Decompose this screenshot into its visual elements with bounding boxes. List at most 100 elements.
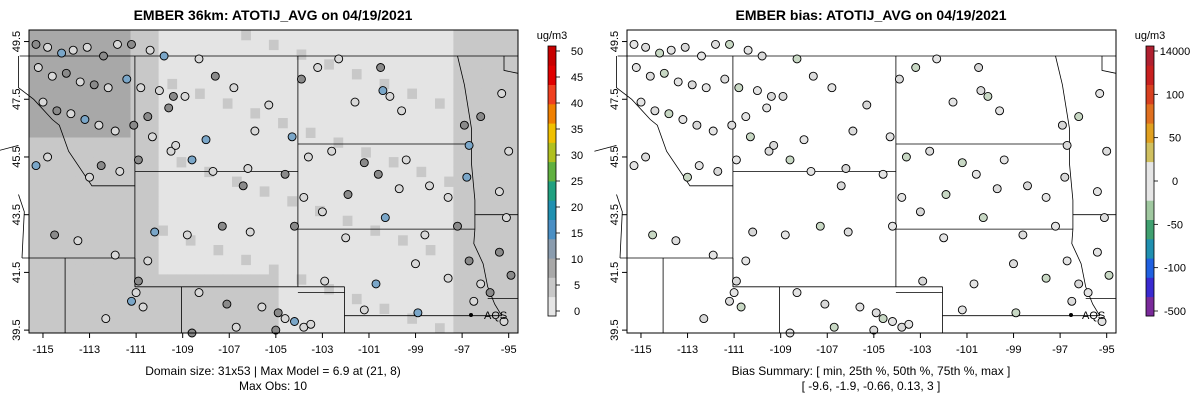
model-grid-cell	[65, 157, 76, 168]
right-lon-tick-label: -97	[1052, 344, 1068, 356]
model-grid-cell	[241, 30, 251, 41]
obs-point	[73, 236, 83, 246]
right-colorbar-segment	[1146, 296, 1154, 317]
model-grid-cell	[93, 39, 104, 51]
model-grid-cell	[204, 323, 214, 334]
left-lat-tick-label: 43.5	[11, 204, 23, 225]
model-grid-cell	[75, 284, 85, 295]
bias-point	[1057, 120, 1067, 130]
bias-point	[939, 233, 949, 243]
bias-point	[666, 45, 676, 55]
model-grid-cell	[499, 225, 510, 236]
model-grid-cell	[38, 118, 48, 129]
right-map-frame	[626, 29, 1117, 334]
left-lon-tick-label: -107	[218, 344, 240, 356]
model-grid-cell	[93, 274, 104, 285]
model-grid-cell	[139, 176, 150, 187]
obs-point	[443, 273, 453, 283]
model-grid-cell	[102, 118, 113, 129]
model-grid-cell	[158, 323, 168, 334]
model-grid-cell	[490, 205, 500, 217]
model-grid-cell	[241, 293, 251, 305]
model-grid-cell	[462, 157, 473, 168]
model-grid-cell	[121, 323, 131, 334]
model-grid-cell	[490, 137, 500, 148]
model-grid-cell	[38, 284, 48, 295]
model-grid-cell	[47, 284, 58, 295]
model-grid-cell	[56, 225, 67, 236]
model-grid-cell	[56, 264, 67, 275]
model-grid-cell	[65, 98, 76, 109]
model-grid-cell	[204, 303, 214, 314]
model-grid-cell	[508, 303, 519, 314]
model-grid-cell	[167, 293, 178, 305]
obs-point	[147, 132, 157, 142]
model-grid-cell	[130, 59, 141, 70]
obs-point	[75, 77, 85, 87]
obs-point	[99, 51, 108, 61]
model-grid-cell	[75, 157, 85, 168]
model-grid-cell	[47, 186, 58, 197]
obs-point	[469, 296, 479, 306]
model-grid-cell	[93, 147, 104, 158]
model-grid-cell	[241, 284, 251, 295]
model-grid-cell	[56, 235, 67, 246]
model-grid-cell	[508, 205, 519, 217]
model-grid-cell	[93, 49, 104, 60]
bias-point	[766, 91, 776, 101]
model-grid-cell	[102, 166, 113, 178]
obs-point	[290, 221, 299, 231]
model-grid-cell	[425, 245, 436, 256]
model-grid-cell	[508, 235, 519, 246]
bias-point	[655, 48, 665, 58]
model-grid-cell	[499, 137, 510, 148]
model-grid-cell	[508, 176, 519, 187]
model-grid-cell	[499, 186, 510, 197]
bias-point	[1018, 230, 1028, 240]
model-grid-cell	[379, 303, 390, 314]
model-grid-cell	[481, 78, 491, 90]
model-grid-cell	[462, 215, 473, 226]
model-grid-cell	[222, 293, 233, 305]
model-grid-cell	[481, 88, 491, 99]
model-grid-cell	[453, 293, 464, 305]
bias-point	[725, 39, 734, 49]
right-colorbar-segment	[1146, 123, 1154, 143]
model-grid-cell	[29, 137, 39, 148]
model-grid-cell	[75, 69, 85, 80]
obs-point	[385, 91, 395, 101]
model-grid-cell	[499, 205, 510, 217]
model-grid-cell	[75, 313, 85, 324]
right-lon-tick-label: -107	[816, 344, 838, 356]
obs-point	[103, 83, 113, 93]
bias-point	[983, 91, 993, 101]
bias-point	[741, 256, 751, 266]
model-grid-cell	[38, 313, 48, 324]
obs-point	[459, 120, 469, 130]
obs-point	[257, 302, 267, 312]
bias-point	[841, 164, 851, 173]
left-lon-tick-label: -95	[501, 344, 517, 356]
model-grid-cell	[148, 147, 159, 158]
right-lat-tick-label: 43.5	[609, 204, 621, 225]
left-colorbar-tick-label: 30	[571, 150, 583, 162]
bias-point	[1092, 187, 1102, 197]
bias-point	[925, 146, 935, 156]
model-grid-cell	[65, 225, 76, 236]
model-grid-cell	[102, 254, 113, 266]
model-grid-cell	[139, 127, 150, 138]
bias-point	[829, 322, 839, 332]
right-state-border	[594, 145, 617, 152]
model-grid-cell	[93, 186, 104, 197]
bias-point	[815, 221, 825, 231]
model-grid-cell	[490, 313, 500, 324]
model-grid-cell	[250, 274, 261, 285]
model-grid-cell	[481, 108, 491, 119]
bias-point	[748, 227, 758, 237]
model-grid-cell	[508, 323, 519, 334]
model-grid-cell	[84, 59, 95, 70]
model-grid-cell	[148, 196, 159, 207]
model-grid-cell	[462, 176, 473, 187]
model-grid-cell	[38, 196, 48, 207]
